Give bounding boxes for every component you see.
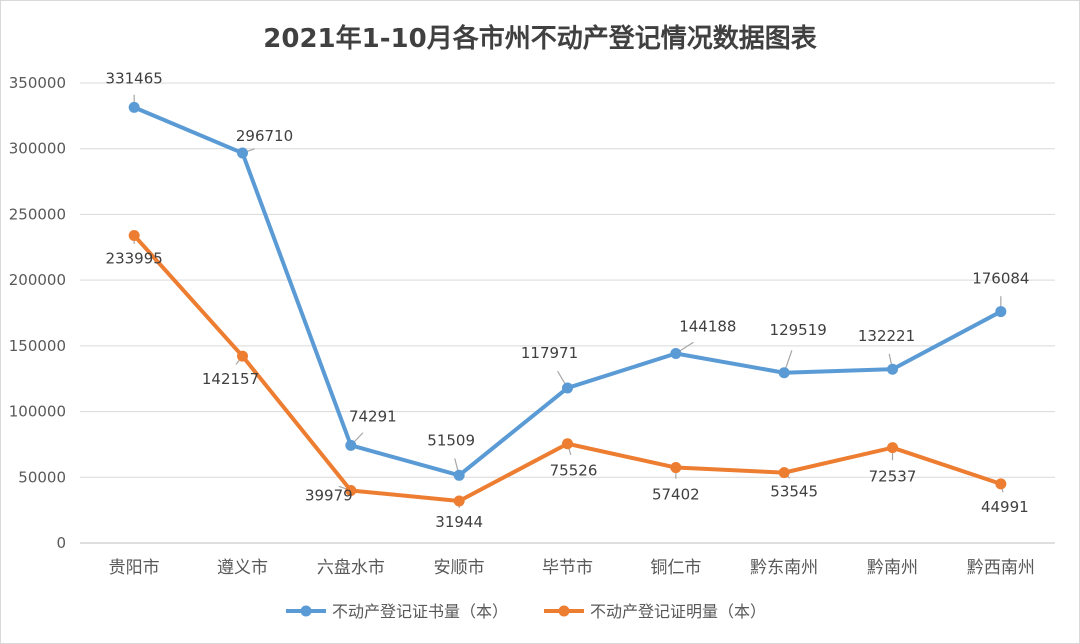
data-label: 117971 bbox=[521, 344, 578, 362]
data-label: 142157 bbox=[202, 370, 259, 388]
legend-swatch-marker bbox=[558, 605, 570, 617]
data-label: 57402 bbox=[652, 486, 700, 504]
data-label: 176084 bbox=[972, 270, 1029, 288]
data-point bbox=[670, 347, 682, 359]
series-line bbox=[132, 105, 1003, 478]
legend-label: 不动产登记证明量（本） bbox=[590, 602, 766, 621]
data-point bbox=[128, 101, 140, 113]
data-point bbox=[995, 306, 1007, 318]
data-point bbox=[562, 382, 573, 394]
data-point bbox=[562, 438, 573, 450]
data-point bbox=[887, 363, 898, 375]
data-point bbox=[345, 484, 357, 496]
data-label: 44991 bbox=[981, 498, 1029, 516]
data-point bbox=[128, 229, 140, 241]
y-tick-label: 300000 bbox=[9, 140, 66, 158]
x-tick-label: 安顺市 bbox=[434, 558, 485, 578]
data-point bbox=[237, 147, 248, 159]
data-point bbox=[453, 495, 465, 507]
data-point bbox=[345, 439, 357, 451]
y-tick-label: 100000 bbox=[9, 403, 66, 421]
data-point bbox=[237, 350, 248, 362]
data-label: 233995 bbox=[106, 249, 163, 267]
data-label: 72537 bbox=[869, 468, 917, 486]
x-tick-label: 黔东南州 bbox=[750, 558, 818, 578]
data-label: 75526 bbox=[550, 462, 598, 480]
y-tick-label: 50000 bbox=[18, 468, 66, 486]
x-tick-label: 铜仁市 bbox=[650, 558, 701, 578]
data-label: 144188 bbox=[679, 317, 736, 335]
x-tick-label: 贵阳市 bbox=[109, 558, 160, 578]
data-label: 31944 bbox=[435, 513, 483, 531]
chart-title: 2021年1-10月各市州不动产登记情况数据图表 bbox=[263, 24, 817, 54]
data-label: 129519 bbox=[770, 321, 827, 339]
y-tick-label: 350000 bbox=[9, 74, 66, 92]
y-tick-label: 0 bbox=[56, 534, 66, 552]
y-tick-label: 250000 bbox=[9, 205, 66, 223]
data-point bbox=[995, 478, 1007, 490]
data-point bbox=[670, 462, 682, 474]
data-point bbox=[778, 467, 790, 479]
x-tick-label: 六盘水市 bbox=[317, 558, 385, 578]
x-tick-label: 黔南州 bbox=[867, 558, 918, 578]
data-label: 74291 bbox=[349, 407, 397, 425]
legend-label: 不动产登记证书量（本） bbox=[332, 602, 508, 621]
data-point bbox=[778, 367, 790, 379]
y-tick-label: 150000 bbox=[9, 337, 66, 355]
data-label: 39979 bbox=[305, 486, 353, 504]
data-label: 296710 bbox=[236, 127, 293, 145]
legend-swatch-marker bbox=[300, 605, 312, 617]
x-tick-label: 遵义市 bbox=[217, 558, 268, 578]
data-point bbox=[453, 469, 465, 481]
data-point bbox=[887, 442, 898, 454]
data-label: 132221 bbox=[858, 327, 915, 345]
data-label: 53545 bbox=[770, 483, 818, 501]
y-tick-label: 200000 bbox=[9, 271, 66, 289]
data-label: 331465 bbox=[106, 69, 163, 87]
x-tick-label: 黔西南州 bbox=[967, 558, 1035, 578]
x-tick-label: 毕节市 bbox=[542, 558, 593, 578]
data-label: 51509 bbox=[427, 431, 475, 449]
